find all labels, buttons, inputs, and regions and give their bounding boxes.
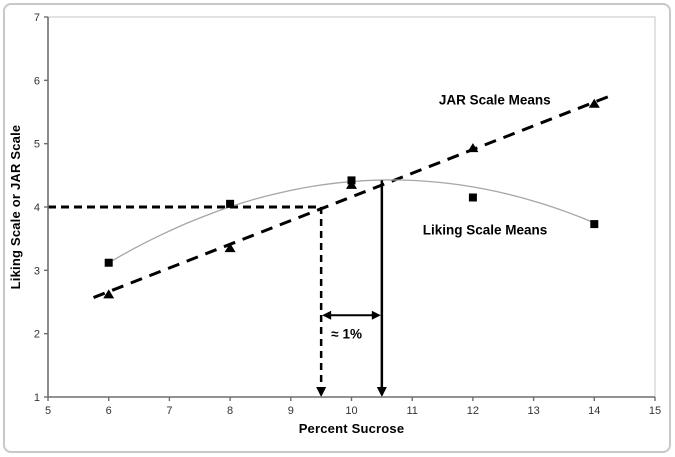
- y-axis-title: Liking Scale or JAR Scale: [8, 124, 23, 290]
- liking-marker-square: [104, 258, 113, 267]
- x-axis-title: Percent Sucrose: [298, 421, 405, 436]
- y-tick-label: 3: [34, 265, 40, 277]
- jar-marker-triangle: [103, 289, 115, 299]
- figure-border: [3, 3, 671, 453]
- x-tick-label: 14: [588, 405, 600, 417]
- jar-marker-triangle: [467, 143, 479, 153]
- jar-trend-dashed-line: [92, 94, 612, 299]
- x-tick-label: 9: [288, 405, 294, 417]
- x-tick-label: 13: [527, 405, 539, 417]
- x-tick-label: 12: [467, 405, 479, 417]
- liking-marker-square: [468, 193, 477, 202]
- liking-series-label: Liking Scale Means: [423, 222, 548, 237]
- jar-drop-arrowhead-down: [316, 387, 327, 397]
- x-tick-label: 8: [227, 405, 233, 417]
- x-tick-label: 5: [45, 405, 51, 417]
- y-tick-label: 5: [34, 139, 40, 151]
- jar-marker-triangle: [588, 98, 600, 108]
- x-tick-label: 7: [166, 405, 172, 417]
- difference-arrowhead-left: [322, 310, 332, 320]
- liking-marker-square: [347, 176, 356, 185]
- y-tick-label: 1: [34, 392, 40, 404]
- liking-marker-square: [590, 220, 599, 229]
- x-tick-label: 11: [406, 405, 417, 417]
- y-tick-label: 7: [34, 12, 40, 24]
- y-tick-label: 6: [34, 75, 40, 87]
- y-tick-label: 4: [34, 202, 40, 214]
- jar-series-label: JAR Scale Means: [439, 92, 551, 107]
- x-tick-label: 15: [649, 405, 661, 417]
- jar-marker-triangle: [224, 243, 236, 253]
- liking-drop-arrowhead-down: [376, 387, 387, 397]
- plot-area-border: [48, 16, 656, 397]
- y-tick-label: 2: [34, 329, 40, 341]
- difference-arrowhead-right: [371, 310, 381, 320]
- liking-fit-curve: [108, 179, 595, 264]
- x-tick-label: 10: [345, 405, 357, 417]
- x-tick-label: 6: [106, 405, 112, 417]
- liking-marker-square: [226, 199, 235, 208]
- difference-label: ≈ 1%: [331, 326, 362, 341]
